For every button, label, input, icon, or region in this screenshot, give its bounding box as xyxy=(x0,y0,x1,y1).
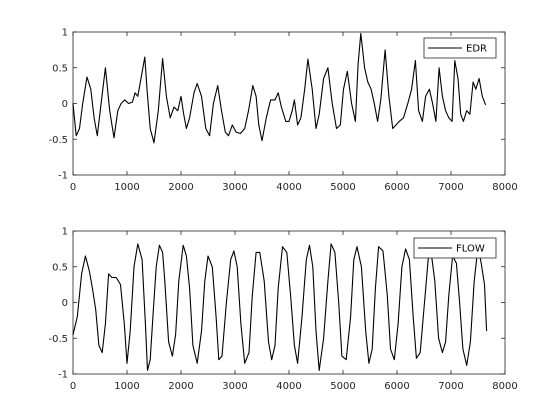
edr-legend-label: EDR xyxy=(466,44,487,55)
edr-x-tick-label: 8000 xyxy=(492,182,517,193)
edr-x-tick-label: 0 xyxy=(70,182,76,193)
edr-axes: 0 1000 2000 3000 4000 5000 6000 7000 8000 -1 -0.5 0… xyxy=(48,28,517,194)
edr-x-tick-label: 4000 xyxy=(276,182,301,193)
flow-x-tick-label: 7000 xyxy=(438,381,463,392)
edr-y-tick-label: -1 xyxy=(58,171,68,182)
flow-y-tick-label: 0.5 xyxy=(52,262,68,273)
edr-x-tick-label: 3000 xyxy=(222,182,247,193)
flow-y-tick-label: 1 xyxy=(62,227,68,238)
edr-x-tick-label: 6000 xyxy=(384,182,409,193)
edr-y-tick-label: -0.5 xyxy=(48,135,68,146)
edr-x-tick-label: 2000 xyxy=(168,182,193,193)
edr-x-tick-label: 7000 xyxy=(438,182,463,193)
flow-axes: 0 1000 2000 3000 4000 5000 6000 7000 8000 -1 -0.5 0… xyxy=(48,227,517,393)
flow-x-tick-label: 6000 xyxy=(384,381,409,392)
edr-y-tick-label: 0.5 xyxy=(52,63,68,74)
flow-y-tick-label: -1 xyxy=(58,370,68,381)
flow-legend xyxy=(413,237,497,259)
flow-legend-label: FLOW xyxy=(456,244,485,255)
flow-x-tick-label: 5000 xyxy=(330,381,355,392)
edr-series-line xyxy=(72,32,487,144)
edr-x-tick-label: 1000 xyxy=(114,182,139,193)
flow-series-line xyxy=(72,243,488,371)
edr-x-tick-label: 5000 xyxy=(330,182,355,193)
edr-y-tick-label: 1 xyxy=(62,28,68,39)
flow-x-tick-label: 8000 xyxy=(492,381,517,392)
edr-y-tick-label: 0 xyxy=(62,99,68,110)
flow-x-tick-label: 0 xyxy=(70,381,76,392)
flow-x-tick-label: 4000 xyxy=(276,381,301,392)
flow-y-tick-label: -0.5 xyxy=(48,334,68,345)
flow-x-tick-label: 3000 xyxy=(222,381,247,392)
flow-y-tick-label: 0 xyxy=(62,298,68,309)
flow-x-tick-label: 2000 xyxy=(168,381,193,392)
flow-x-tick-label: 1000 xyxy=(114,381,139,392)
